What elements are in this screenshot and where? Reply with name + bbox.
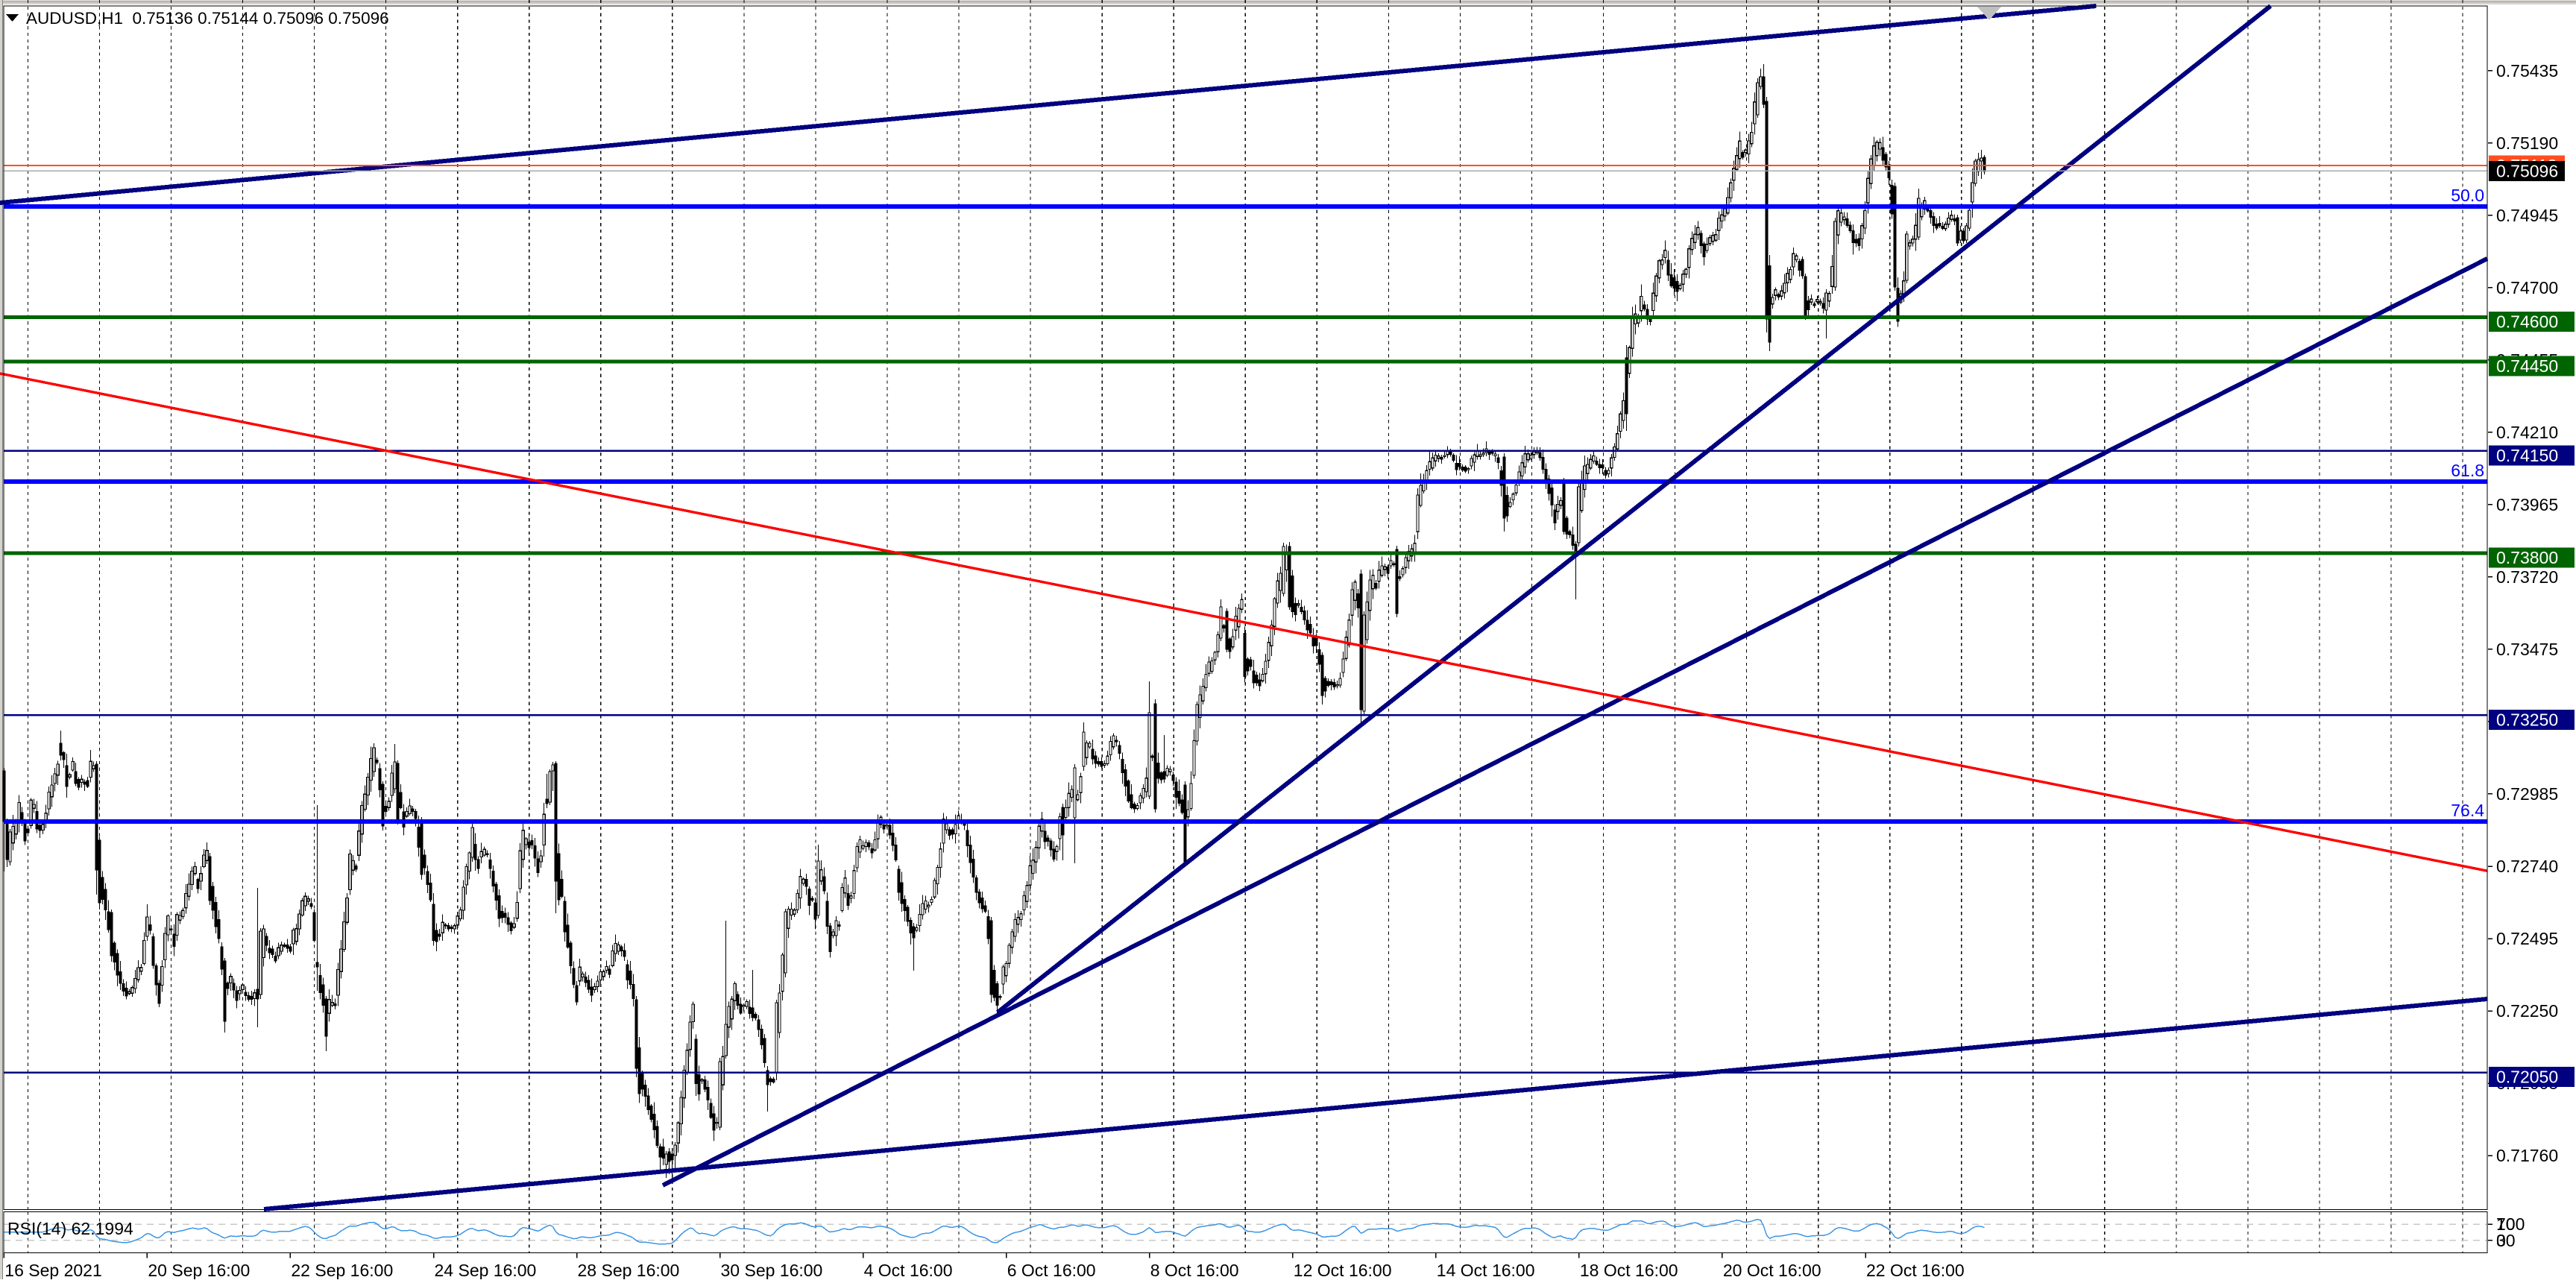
svg-text:61.8: 61.8	[2451, 461, 2484, 480]
svg-text:0.72985: 0.72985	[2496, 784, 2558, 804]
svg-text:0.73965: 0.73965	[2496, 495, 2558, 514]
svg-text:22 Oct 16:00: 22 Oct 16:00	[1866, 1261, 1965, 1279]
svg-text:AUDUSD,H1 0.75136 0.75144 0.7: AUDUSD,H1 0.75136 0.75144 0.75096 0.7509…	[26, 9, 389, 28]
svg-text:0.75190: 0.75190	[2496, 133, 2558, 153]
svg-text:0.73475: 0.73475	[2496, 640, 2558, 659]
svg-text:76.4: 76.4	[2451, 801, 2484, 820]
svg-text:0.75435: 0.75435	[2496, 61, 2558, 81]
svg-text:0.73720: 0.73720	[2496, 567, 2558, 587]
svg-text:28 Sep 16:00: 28 Sep 16:00	[578, 1261, 680, 1279]
svg-text:30 Sep 16:00: 30 Sep 16:00	[721, 1261, 823, 1279]
svg-text:0.74210: 0.74210	[2496, 423, 2558, 442]
svg-text:0.72740: 0.72740	[2496, 857, 2558, 876]
svg-text:0.74450: 0.74450	[2496, 356, 2558, 376]
svg-text:70: 70	[2496, 1214, 2516, 1234]
svg-text:30: 30	[2496, 1231, 2516, 1250]
svg-text:8 Oct 16:00: 8 Oct 16:00	[1150, 1261, 1239, 1279]
svg-text:12 Oct 16:00: 12 Oct 16:00	[1294, 1261, 1392, 1279]
svg-text:0: 0	[2496, 1231, 2506, 1250]
svg-text:22 Sep 16:00: 22 Sep 16:00	[291, 1261, 393, 1279]
svg-text:0.72250: 0.72250	[2496, 1001, 2558, 1021]
svg-text:0.73800: 0.73800	[2496, 548, 2558, 567]
svg-text:18 Oct 16:00: 18 Oct 16:00	[1580, 1261, 1678, 1279]
svg-text:RSI(14) 62.1994: RSI(14) 62.1994	[7, 1219, 133, 1238]
svg-text:0.71760: 0.71760	[2496, 1146, 2558, 1165]
svg-text:20 Sep 16:00: 20 Sep 16:00	[148, 1261, 250, 1279]
svg-text:100: 100	[2496, 1214, 2525, 1234]
svg-text:0.72495: 0.72495	[2496, 929, 2558, 948]
svg-text:0.74150: 0.74150	[2496, 446, 2558, 465]
svg-text:0.74700: 0.74700	[2496, 278, 2558, 297]
svg-text:50.0: 50.0	[2451, 186, 2484, 205]
svg-text:0.75096: 0.75096	[2496, 161, 2558, 180]
svg-text:24 Sep 16:00: 24 Sep 16:00	[435, 1261, 537, 1279]
svg-text:0.72050: 0.72050	[2496, 1068, 2558, 1087]
svg-text:0.73250: 0.73250	[2496, 710, 2558, 729]
svg-text:0.74600: 0.74600	[2496, 312, 2558, 331]
svg-text:0.74945: 0.74945	[2496, 206, 2558, 225]
svg-text:4 Oct 16:00: 4 Oct 16:00	[864, 1261, 953, 1279]
svg-text:6 Oct 16:00: 6 Oct 16:00	[1007, 1261, 1096, 1279]
svg-text:16 Sep 2021: 16 Sep 2021	[4, 1261, 101, 1279]
svg-text:20 Oct 16:00: 20 Oct 16:00	[1723, 1261, 1821, 1279]
svg-text:14 Oct 16:00: 14 Oct 16:00	[1437, 1261, 1535, 1279]
